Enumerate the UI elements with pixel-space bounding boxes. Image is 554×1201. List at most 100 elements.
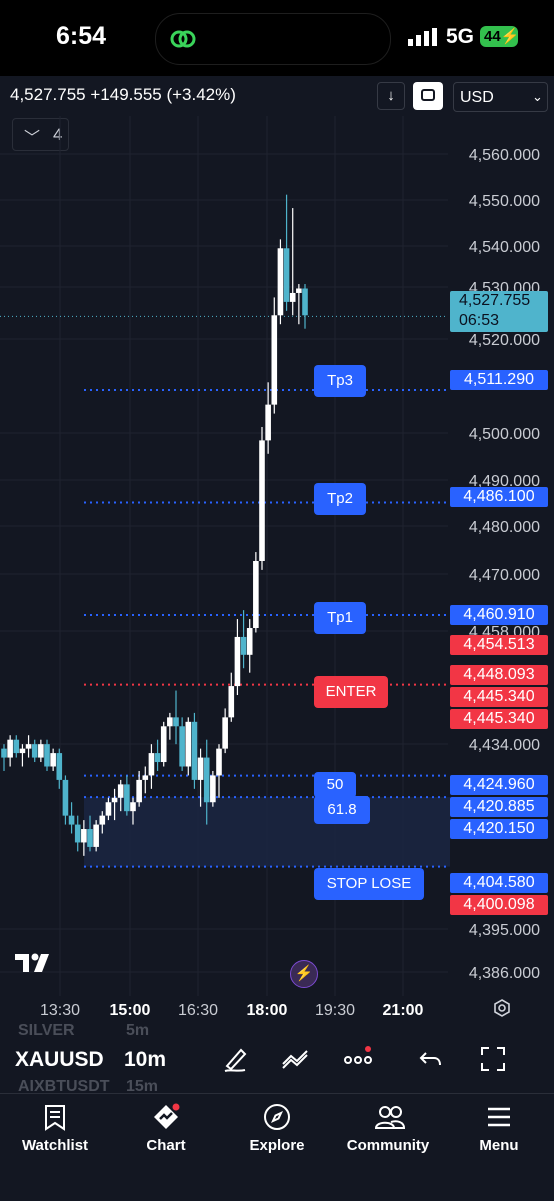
candle-body xyxy=(234,636,241,687)
ghost-timeframe: 15m xyxy=(126,1078,159,1095)
undo-icon[interactable] xyxy=(416,1044,446,1074)
y-tick-label: 4,386.000 xyxy=(469,965,540,982)
candle-body xyxy=(302,288,308,316)
chart-icon xyxy=(154,1103,180,1129)
candle-body xyxy=(259,440,265,561)
x-tick-label: 18:00 xyxy=(247,1002,288,1019)
candle-body xyxy=(50,753,56,767)
candle-body xyxy=(228,686,235,718)
y-tick-label: 4,470.000 xyxy=(469,567,540,584)
tab-community[interactable]: Community xyxy=(333,1094,443,1174)
price-tag: 4,420.885 xyxy=(450,797,548,817)
level-label-tp1[interactable]: Tp1 xyxy=(314,602,366,634)
current-price: 4,527.755 xyxy=(459,292,531,309)
tab-menu[interactable]: Menu xyxy=(444,1094,554,1174)
y-tick-label: 4,500.000 xyxy=(469,426,540,443)
level-label-61-8[interactable]: 61.8 xyxy=(314,796,370,824)
fullscreen-toggle-button[interactable] xyxy=(413,82,443,110)
x-tick-label: 16:30 xyxy=(178,1002,218,1019)
candle-body xyxy=(56,753,63,780)
price-tag: 4,424.960 xyxy=(450,775,548,795)
tab-label: Watchlist xyxy=(21,1137,89,1154)
y-tick-label: 4,395.000 xyxy=(469,922,540,939)
tab-watchlist[interactable]: Watchlist xyxy=(0,1094,110,1174)
candle-body xyxy=(99,815,106,825)
level-label-tp2[interactable]: Tp2 xyxy=(314,483,366,515)
price-tag: 4,448.093 xyxy=(450,665,548,685)
y-tick-label: 4,550.000 xyxy=(469,193,540,210)
arrow-down-icon: ↓ xyxy=(387,87,395,104)
price-chart[interactable]: 4,560.0004,550.0004,540.0004,530.0004,52… xyxy=(0,116,554,1020)
fib-zone xyxy=(84,797,450,867)
link-icon xyxy=(170,30,196,48)
candle-body xyxy=(117,784,124,798)
battery-level: 44 xyxy=(484,28,501,45)
price-tag: 4,445.340 xyxy=(450,687,548,707)
candle-body xyxy=(19,748,26,754)
draw-icon[interactable] xyxy=(221,1044,251,1074)
candle-body xyxy=(271,315,278,405)
x-tick-label: 13:30 xyxy=(40,1002,80,1019)
indicators-icon[interactable] xyxy=(280,1044,310,1074)
signal-icon xyxy=(408,28,437,46)
candle-body xyxy=(81,829,87,843)
x-tick-label: 21:00 xyxy=(383,1002,424,1019)
ghost-timeframe: 5m xyxy=(126,1022,150,1039)
price-summary: 4,527.755 +149.555 (+3.42%) xyxy=(10,85,236,104)
ghost-symbol: SILVER xyxy=(18,1022,75,1039)
tab-label: Explore xyxy=(249,1137,305,1154)
candle-body xyxy=(277,248,284,316)
network-type: 5G xyxy=(446,25,475,48)
candle-body xyxy=(283,248,290,302)
candle-body xyxy=(203,757,210,803)
fullscreen-icon[interactable] xyxy=(478,1044,508,1074)
timeframe-selector[interactable]: 10m xyxy=(124,1048,167,1071)
candle-body xyxy=(111,797,118,803)
symbol-selector[interactable]: XAUUSD xyxy=(15,1048,104,1071)
chevron-down-icon: ⌄ xyxy=(532,89,543,104)
x-tick-label: 19:30 xyxy=(315,1002,355,1019)
level-label-stop-lose[interactable]: STOP LOSE xyxy=(314,868,424,900)
bottom-tab-bar: Watchlist Chart Explore Community Menu xyxy=(0,1093,554,1201)
compass-icon xyxy=(264,1104,290,1130)
candle-body xyxy=(136,779,142,803)
candle-body xyxy=(296,288,302,293)
price-tag: 4,400.098 xyxy=(450,895,548,915)
x-tick-label: 15:00 xyxy=(110,1002,151,1019)
y-tick-label: 4,540.000 xyxy=(469,239,540,256)
candle-body xyxy=(210,775,216,803)
battery-icon: 44⚡ xyxy=(480,26,519,47)
candle-body xyxy=(154,753,161,763)
price-tag: 4,460.910 xyxy=(450,605,548,625)
candle-body xyxy=(74,824,81,843)
current-price-tag: 4,527.755 06:53 xyxy=(450,291,548,332)
y-tick-label: 4,434.000 xyxy=(469,737,540,754)
price-tag: 4,511.290 xyxy=(450,370,548,390)
price-tag: 4,445.340 xyxy=(450,709,548,729)
level-label-50[interactable]: 50 xyxy=(314,772,356,798)
candle-body xyxy=(31,744,38,758)
settings-icon[interactable] xyxy=(492,998,512,1018)
tab-explore[interactable]: Explore xyxy=(222,1094,332,1174)
level-label-enter[interactable]: ENTER xyxy=(314,676,388,708)
more-icon[interactable] xyxy=(343,1044,373,1074)
y-tick-label: 4,560.000 xyxy=(469,147,540,164)
candle-body xyxy=(38,744,44,758)
price-tag: 4,420.150 xyxy=(450,819,548,839)
candle-body xyxy=(289,292,296,302)
candle-body xyxy=(87,829,93,847)
candle-body xyxy=(124,784,130,812)
candle-body xyxy=(130,802,136,812)
currency-select[interactable]: USD ⌄ xyxy=(453,82,548,112)
ghost-symbol: AIXBTUSDT xyxy=(18,1078,110,1095)
candle-body xyxy=(179,726,185,767)
clock: 6:54 xyxy=(56,22,107,50)
level-label-tp3[interactable]: Tp3 xyxy=(314,365,366,397)
dynamic-island xyxy=(155,13,391,65)
scroll-to-latest-button[interactable]: ↓ xyxy=(377,82,405,110)
candle-body xyxy=(265,404,271,441)
tab-chart[interactable]: Chart xyxy=(111,1094,221,1174)
candle-body xyxy=(93,824,99,847)
candle-body xyxy=(253,561,259,629)
lightning-icon[interactable]: ⚡ xyxy=(290,960,318,988)
